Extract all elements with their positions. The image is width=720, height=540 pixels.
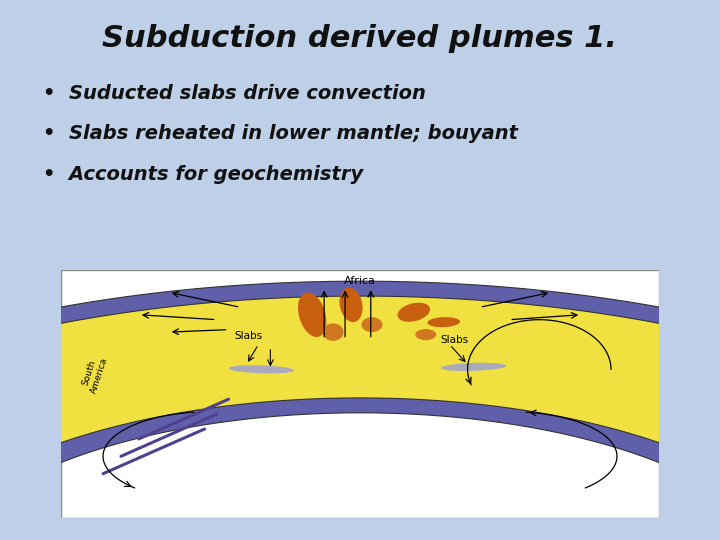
- Text: Slabs: Slabs: [441, 334, 469, 345]
- Ellipse shape: [323, 323, 343, 341]
- Polygon shape: [0, 295, 720, 540]
- Ellipse shape: [229, 365, 294, 374]
- Text: •  Slabs reheated in lower mantle; bouyant: • Slabs reheated in lower mantle; bouyan…: [43, 124, 518, 143]
- Text: •  Accounts for geochemistry: • Accounts for geochemistry: [43, 165, 364, 184]
- Polygon shape: [0, 398, 720, 540]
- Text: Subduction derived plumes 1.: Subduction derived plumes 1.: [102, 24, 618, 53]
- Ellipse shape: [340, 287, 363, 322]
- Text: South
America: South America: [79, 354, 109, 395]
- Ellipse shape: [361, 317, 382, 332]
- Text: Slabs: Slabs: [235, 331, 263, 341]
- Ellipse shape: [397, 302, 430, 322]
- Polygon shape: [0, 281, 720, 540]
- Text: •  Suducted slabs drive convection: • Suducted slabs drive convection: [43, 84, 426, 103]
- Ellipse shape: [441, 363, 506, 371]
- Text: Alexei V. Ivanov: Alexei V. Ivanov: [76, 504, 170, 514]
- Ellipse shape: [298, 293, 326, 337]
- Ellipse shape: [415, 329, 436, 340]
- Ellipse shape: [428, 317, 460, 327]
- Text: Africa: Africa: [344, 276, 376, 286]
